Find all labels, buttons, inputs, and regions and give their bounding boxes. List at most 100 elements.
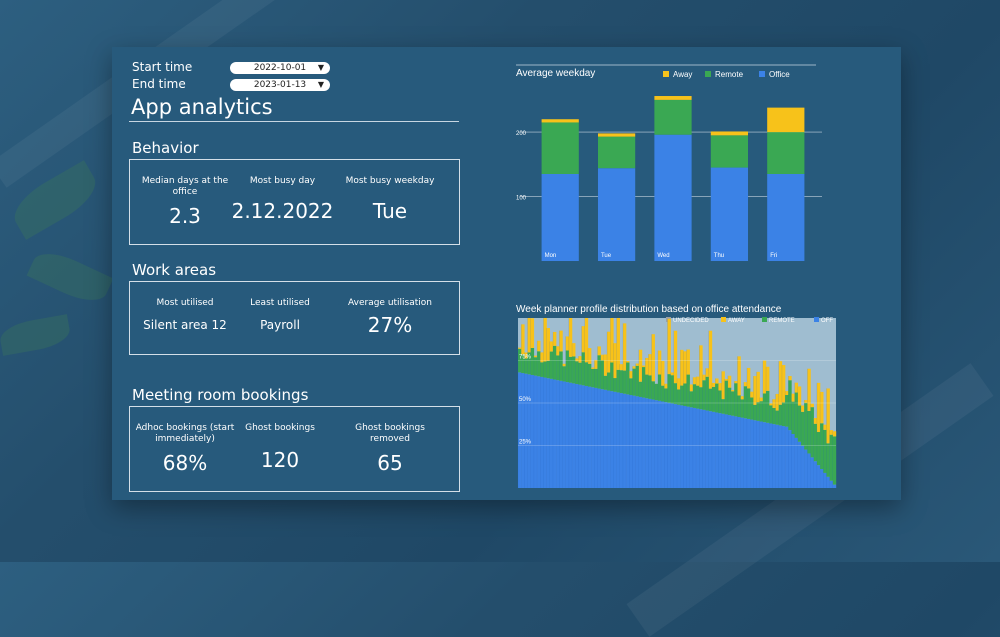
area-segment-off	[639, 397, 642, 488]
area-segment-remote	[772, 408, 775, 424]
area-segment-away	[763, 361, 766, 394]
area-segment-remote	[607, 373, 610, 391]
legend-swatch	[814, 317, 819, 322]
area-segment-away	[531, 318, 534, 348]
area-segment-remote	[664, 388, 667, 402]
legend-label: UNDECIDED	[673, 318, 709, 324]
area-segment-away	[543, 318, 546, 362]
chevron-down-icon: ▼	[318, 79, 324, 91]
area-segment-remote	[782, 402, 785, 426]
area-segment-away	[582, 326, 585, 352]
behavior-title: Behavior	[132, 139, 199, 157]
area-segment-away	[804, 400, 807, 403]
area-segment-away	[728, 376, 731, 388]
area-segment-remote	[655, 384, 658, 400]
area-segment-off	[569, 383, 572, 488]
area-segment-away	[528, 318, 531, 352]
area-segment-off	[591, 387, 594, 488]
area-segment-remote	[556, 355, 559, 380]
area-segment-away	[566, 336, 569, 350]
area-segment-away	[795, 383, 798, 393]
bar-segment-away	[598, 133, 635, 136]
area-segment-remote	[696, 386, 699, 409]
area-segment-remote	[687, 375, 690, 407]
metric-average-utilisation: Average utilisation 27%	[335, 298, 445, 337]
area-segment-away	[610, 318, 613, 363]
area-segment-remote	[613, 378, 616, 392]
area-segment-remote	[826, 443, 829, 476]
area-segment-away	[601, 355, 604, 361]
area-segment-off	[623, 394, 626, 488]
area-segment-away	[658, 351, 661, 375]
area-segment-away	[788, 376, 791, 380]
area-segment-away	[563, 364, 566, 366]
area-segment-remote	[823, 430, 826, 473]
area-segment-off	[648, 399, 651, 488]
area-segment-off	[766, 423, 769, 488]
legend-label: OFF	[821, 318, 833, 324]
metric-most-busy-day: Most busy day 2.12.2022	[225, 176, 340, 223]
area-segment-off	[817, 465, 820, 488]
area-segment-remote	[629, 378, 632, 395]
area-segment-remote	[683, 383, 686, 406]
area-segment-remote	[671, 375, 674, 403]
start-date-dropdown[interactable]: 2022-10-01 ▼	[230, 62, 330, 74]
area-segment-remote	[747, 388, 750, 419]
area-segment-off	[636, 396, 639, 488]
area-segment-off	[677, 405, 680, 488]
area-segment-off	[757, 421, 760, 488]
area-segment-away	[604, 354, 607, 375]
area-segment-remote	[547, 361, 550, 378]
area-segment-remote	[531, 348, 534, 375]
area-segment-remote	[661, 386, 664, 402]
area-segment-remote	[766, 391, 769, 423]
area-segment-away	[791, 394, 794, 402]
area-segment-remote	[702, 380, 705, 410]
area-segment-remote	[591, 369, 594, 387]
area-segment-off	[658, 401, 661, 488]
area-segment-remote	[604, 376, 607, 390]
end-date-value: 2023-01-13	[254, 80, 306, 90]
area-segment-away	[702, 375, 705, 381]
area-segment-away	[636, 364, 639, 366]
area-segment-remote	[540, 362, 543, 377]
area-segment-off	[696, 409, 699, 488]
legend-label: Away	[673, 70, 692, 79]
area-segment-away	[639, 350, 642, 382]
area-segment-off	[747, 419, 750, 488]
page-title: App analytics	[131, 95, 273, 119]
area-segment-away	[575, 358, 578, 361]
metric-label: Most busy day	[225, 176, 340, 187]
area-segment-away	[540, 352, 543, 362]
end-date-dropdown[interactable]: 2023-01-13 ▼	[230, 79, 330, 91]
area-segment-remote	[642, 367, 645, 398]
area-segment-remote	[830, 435, 833, 481]
area-segment-away	[626, 361, 629, 362]
area-segment-away	[823, 425, 826, 430]
area-segment-away	[820, 392, 823, 423]
area-segment-away	[731, 390, 734, 391]
area-segment-away	[534, 356, 537, 358]
area-segment-off	[785, 427, 788, 488]
y-tick-label: 100	[516, 196, 527, 202]
area-segment-remote	[820, 423, 823, 469]
area-segment-off	[801, 446, 804, 488]
bar-segment-office	[711, 168, 748, 261]
area-segment-off	[547, 378, 550, 488]
area-segment-away	[674, 331, 677, 383]
area-segment-off	[629, 395, 632, 488]
metric-most-busy-weekday: Most busy weekday Tue	[335, 176, 445, 223]
area-segment-away	[785, 391, 788, 395]
area-segment-remote	[648, 375, 651, 399]
metric-value: 120	[225, 448, 335, 472]
area-segment-off	[737, 417, 740, 488]
area-segment-off	[763, 422, 766, 488]
area-segment-remote	[636, 366, 639, 397]
area-segment-off	[734, 416, 737, 488]
area-segment-away	[664, 384, 667, 389]
area-segment-off	[642, 398, 645, 488]
area-segment-away	[712, 383, 715, 387]
area-segment-remote	[645, 375, 648, 399]
area-segment-remote	[693, 384, 696, 408]
legend-label: REMOTE	[769, 318, 795, 324]
